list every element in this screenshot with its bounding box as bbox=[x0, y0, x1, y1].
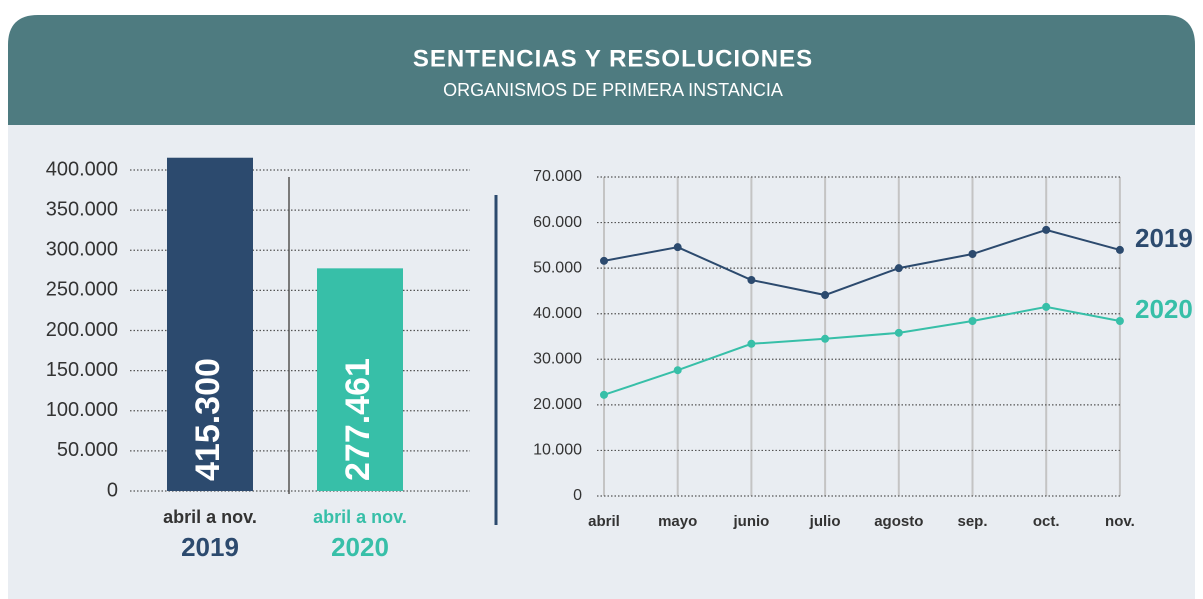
value-label: 277.461 bbox=[339, 358, 377, 481]
x-tick-label: 2019 bbox=[181, 532, 239, 562]
point bbox=[673, 243, 682, 252]
point bbox=[1042, 302, 1051, 311]
x-tick-label: sep. bbox=[957, 513, 987, 530]
x-tick-label: oct. bbox=[1033, 513, 1060, 530]
series-label: 2019 bbox=[1135, 223, 1193, 253]
series-label: 2020 bbox=[1135, 294, 1193, 324]
point bbox=[821, 291, 830, 300]
subtitle: ORGANISMOS DE PRIMERA INSTANCIA bbox=[443, 80, 783, 100]
point bbox=[894, 328, 903, 337]
point bbox=[1042, 225, 1051, 234]
title: SENTENCIAS Y RESOLUCIONES bbox=[413, 45, 813, 72]
point bbox=[968, 250, 977, 259]
y-tick-label: 10.000 bbox=[533, 442, 582, 459]
x-tick-label: junio bbox=[732, 513, 769, 530]
x-tick-label: julio bbox=[809, 513, 841, 530]
y-tick-label: 70.000 bbox=[533, 168, 582, 185]
point bbox=[894, 264, 903, 273]
y-tick-label: 50.000 bbox=[57, 439, 118, 461]
y-tick-label: 30.000 bbox=[533, 351, 582, 368]
point bbox=[968, 317, 977, 326]
point bbox=[747, 339, 756, 348]
point bbox=[673, 366, 682, 375]
y-tick-label: 20.000 bbox=[533, 396, 582, 413]
y-tick-label: 40.000 bbox=[533, 305, 582, 322]
y-tick-label: 300.000 bbox=[46, 239, 118, 261]
point bbox=[747, 275, 756, 284]
line bbox=[603, 228, 1121, 297]
x-tick-label: 2020 bbox=[331, 532, 389, 562]
bar bbox=[167, 157, 253, 492]
point bbox=[600, 256, 608, 265]
y-tick-label: 60.000 bbox=[533, 214, 582, 231]
y-tick-label: 0 bbox=[573, 487, 582, 504]
y-tick-label: 50.000 bbox=[533, 259, 582, 276]
y-tick-label: 200.000 bbox=[46, 319, 118, 341]
value-label: 415.300 bbox=[189, 358, 227, 481]
y-tick-label: 100.000 bbox=[46, 399, 118, 421]
y-tick-label: 400.000 bbox=[46, 158, 118, 180]
y-tick-label: 350.000 bbox=[46, 198, 118, 220]
x-tick-label: mayo bbox=[658, 513, 697, 530]
y-tick-label: 0 bbox=[107, 479, 118, 501]
point bbox=[1115, 245, 1124, 254]
x-tick-label: nov. bbox=[1105, 513, 1135, 530]
x-sublabel: abril a nov. bbox=[163, 507, 257, 527]
x-sublabel: abril a nov. bbox=[313, 507, 407, 527]
point bbox=[600, 390, 608, 399]
y-tick-label: 150.000 bbox=[46, 359, 118, 381]
line bbox=[603, 305, 1121, 396]
point bbox=[821, 334, 830, 343]
y-tick-label: 250.000 bbox=[46, 279, 118, 301]
point bbox=[1115, 317, 1124, 326]
header-band bbox=[8, 15, 1195, 125]
x-tick-label: abril bbox=[588, 513, 620, 530]
bar bbox=[317, 268, 403, 491]
x-tick-label: agosto bbox=[874, 513, 923, 530]
